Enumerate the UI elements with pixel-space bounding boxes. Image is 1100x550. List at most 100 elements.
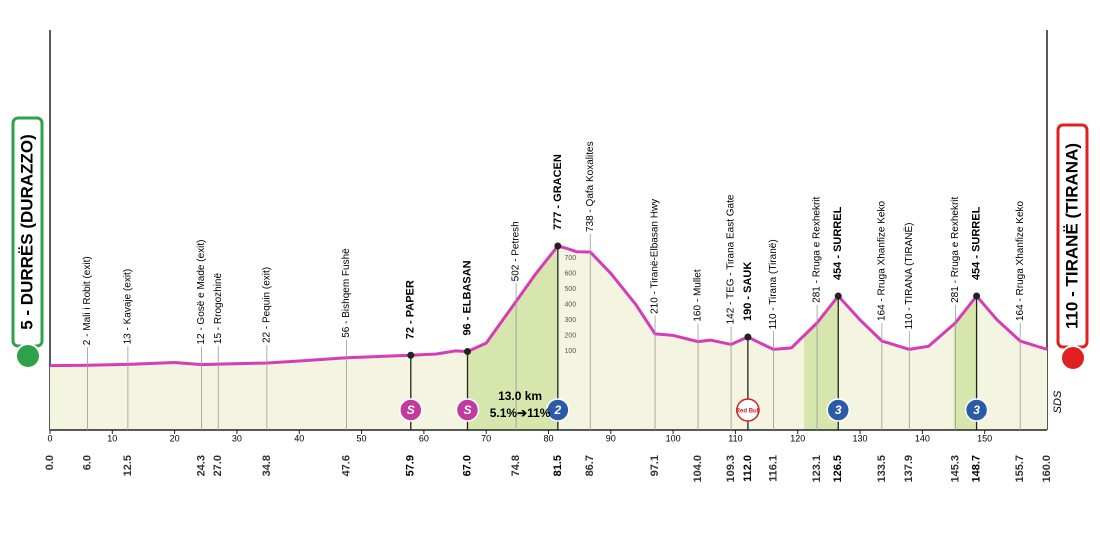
start-icon — [15, 343, 41, 369]
waypoint-km: 86.7 — [584, 455, 596, 476]
waypoint-km: 133.5 — [876, 455, 888, 483]
x-tick-label: 30 — [232, 433, 242, 443]
waypoint-km: 74.8 — [510, 455, 522, 476]
y-tick-label: 600 — [564, 270, 576, 277]
waypoint-name: 110 - TIRANA (TIRANË) — [903, 223, 915, 330]
y-tick-label: 100 — [564, 348, 576, 355]
waypoint-km: 104.0 — [692, 455, 704, 483]
waypoint-name: 96 - ELBASAN — [461, 260, 473, 335]
x-tick-label: 70 — [481, 433, 491, 443]
waypoint: 56 - Bishqem Fushë 47.6 — [341, 248, 353, 477]
marker — [399, 398, 423, 422]
waypoint-km: 148.7 — [970, 455, 982, 483]
waypoint-km: 12.5 — [122, 455, 134, 476]
waypoint-km: 155.7 — [1014, 455, 1026, 483]
waypoint-km: 145.3 — [949, 455, 961, 483]
y-tick-label: 300 — [564, 317, 576, 324]
waypoint: 2 - Mali i Robit (exit) 6.0 — [81, 256, 93, 470]
x-tick-label: 40 — [294, 433, 304, 443]
credit: SDS — [1052, 390, 1064, 413]
waypoint: 164 - Rruga Xhanfize Keko 155.7 — [1014, 200, 1026, 482]
marker-label: 3 — [835, 403, 842, 417]
waypoint-name: 12 - Gosë e Made (exit) — [196, 240, 207, 345]
waypoint: 160.0 — [1041, 455, 1053, 483]
waypoint-name: 190 - SAUK — [742, 262, 754, 321]
x-tick-label: 110 — [728, 433, 742, 443]
waypoint-km: 160.0 — [1041, 455, 1053, 483]
waypoint-km: 112.0 — [742, 455, 754, 482]
waypoint-dot — [407, 351, 415, 359]
waypoint-km: 57.9 — [405, 455, 417, 476]
waypoint-name: 281 - Rruga e Rexhekrit — [950, 196, 961, 302]
y-tick-label: 700 — [564, 255, 576, 262]
waypoint-name: 210 - Tiranë-Elbasan Hwy — [650, 199, 661, 314]
waypoint-name: 56 - Bishqem Fushë — [341, 248, 352, 338]
waypoint-dot — [834, 292, 842, 300]
climb-gradient: 5.1%➔11% — [490, 406, 551, 420]
waypoint-name: 142 - TEG - Tirana East Gate — [726, 194, 737, 324]
y-tick-label: 400 — [564, 301, 576, 308]
waypoint: 281 - Rruga e Rexhekrit 123.1 — [811, 196, 823, 482]
waypoint-name: 454 - SURREL — [970, 206, 982, 280]
x-tick-label: 90 — [606, 433, 616, 443]
waypoint: 96 - ELBASAN 67.0 — [461, 260, 473, 476]
y-tick-label: 200 — [564, 332, 576, 339]
waypoint-name: 72 - PAPER — [405, 280, 417, 339]
waypoint-name: 164 - Rruga Xhanfize Keko — [1015, 200, 1026, 321]
y-tick-label: 500 — [564, 286, 576, 293]
waypoint-name: 22 - Pequin (exit) — [261, 267, 272, 343]
waypoint: 210 - Tiranë-Elbasan Hwy 97.1 — [649, 199, 661, 477]
waypoint: 12 - Gosë e Made (exit) 24.3 — [195, 240, 207, 477]
waypoint: 110 - TIRANA (TIRANË) 137.9 — [903, 223, 915, 483]
waypoint: 190 - SAUK 112.0 — [742, 262, 754, 482]
waypoint: 502 - Petresh 74.8 — [510, 221, 522, 476]
x-tick-label: 120 — [790, 433, 805, 443]
waypoint: 0.0 — [44, 455, 56, 470]
waypoint-km: 34.8 — [261, 455, 273, 476]
marker — [455, 398, 480, 422]
waypoint-km: 116.1 — [767, 455, 779, 482]
x-tick-label: 20 — [170, 433, 180, 443]
x-tick-label: 80 — [543, 433, 553, 443]
waypoint-name: 738 - Qafa Koxalites — [585, 141, 596, 232]
waypoint-km: 0.0 — [44, 455, 56, 470]
climb-length: 13.0 km — [498, 389, 542, 403]
waypoint: 142 - TEG - Tirana East Gate 109.3 — [725, 194, 737, 482]
waypoint-name: 13 - Kavaje (exit) — [123, 269, 134, 345]
waypoint-km: 24.3 — [195, 455, 207, 476]
waypoint-name: 281 - Rruga e Rexhekrit — [812, 196, 823, 302]
waypoint: 281 - Rruga e Rexhekrit 145.3 — [949, 196, 961, 482]
x-tick-label: 130 — [853, 433, 868, 443]
marker — [826, 398, 851, 422]
marker-label: 3 — [973, 403, 980, 417]
x-tick-label: 100 — [666, 433, 681, 443]
marker-label: S — [407, 403, 415, 417]
waypoint-km: 97.1 — [649, 455, 661, 476]
waypoint-name: 2 - Mali i Robit (exit) — [82, 256, 93, 345]
waypoint: 738 - Qafa Koxalites 86.7 — [584, 141, 596, 476]
waypoint: 13 - Kavaje (exit) 12.5 — [122, 269, 134, 477]
waypoint: 15 - Rrogozhinë 27.0 — [212, 273, 224, 477]
profile-line — [49, 244, 1048, 368]
x-tick-label: 60 — [419, 433, 429, 443]
x-tick-label: 150 — [977, 433, 992, 443]
start-box: 5 - DURRËS (DURAZZO) — [11, 116, 44, 369]
x-tick-label: 0 — [47, 433, 52, 443]
finish-label: 110 - TIRANË (TIRANA) — [1062, 143, 1081, 329]
waypoint-km: 123.1 — [811, 455, 823, 483]
finish-icon — [1060, 345, 1086, 371]
waypoint-km: 109.3 — [725, 455, 737, 483]
waypoint-dot — [744, 333, 752, 341]
waypoint: 164 - Rruga Xhanfize Keko 133.5 — [876, 200, 888, 482]
waypoint-name: 160 - Mullet — [693, 269, 704, 321]
waypoint: 110 - Tirana (Tiranë) 116.1 — [767, 239, 779, 482]
waypoint-dot — [554, 242, 562, 250]
waypoint-name: 110 - Tirana (Tiranë) — [768, 239, 779, 329]
waypoint: 22 - Pequin (exit) 34.8 — [261, 267, 273, 477]
waypoint-dot — [973, 292, 981, 300]
marker — [736, 398, 760, 422]
waypoint-name: 164 - Rruga Xhanfize Keko — [877, 200, 888, 321]
waypoint-dot — [463, 348, 471, 356]
waypoint-km: 47.6 — [341, 455, 353, 476]
